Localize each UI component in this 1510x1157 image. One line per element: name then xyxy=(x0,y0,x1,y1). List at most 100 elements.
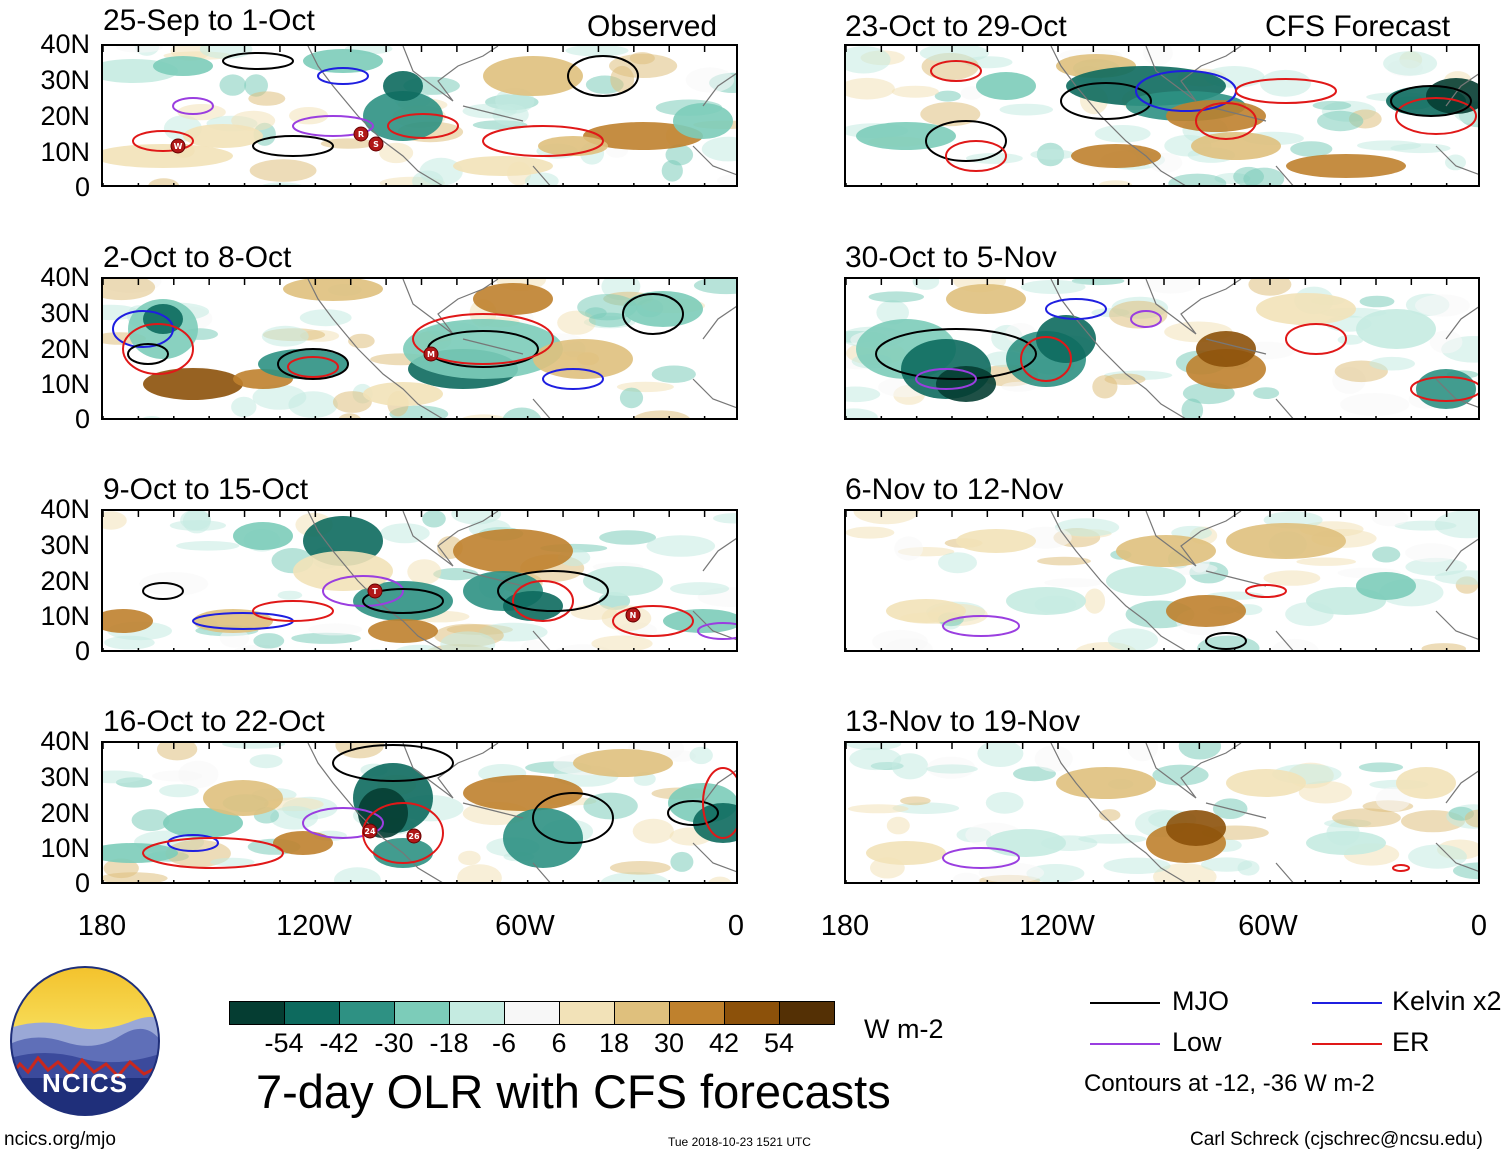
olr-anomaly-cell xyxy=(846,46,891,74)
olr-anomaly-cell xyxy=(1408,844,1467,869)
storm-marker-icon xyxy=(406,828,422,844)
contour-er xyxy=(612,605,694,637)
legend-label-er: ER xyxy=(1392,1027,1430,1057)
olr-anomaly-feature xyxy=(453,529,573,573)
olr-anomaly-feature xyxy=(583,566,663,596)
lat-label: 0 xyxy=(74,404,90,434)
lat-label: 10N xyxy=(40,137,90,167)
olr-anomaly-cell xyxy=(1044,578,1103,588)
olr-anomaly-cell xyxy=(131,809,170,832)
olr-anomaly-map xyxy=(846,511,1478,650)
olr-anomaly-cell xyxy=(334,867,381,882)
olr-anomaly-feature xyxy=(143,368,243,400)
olr-anomaly-cell xyxy=(370,649,384,650)
contour-low xyxy=(302,807,384,839)
olr-anomaly-cell xyxy=(1390,143,1451,154)
olr-anomaly-feature xyxy=(483,56,583,96)
panel-title-obs-1: 25-Sep to 1-Oct xyxy=(103,4,315,37)
colorbar-cell xyxy=(449,1001,505,1025)
olr-anomaly-feature xyxy=(383,71,423,101)
olr-anomaly-feature xyxy=(403,319,563,379)
contour-mjo xyxy=(622,293,684,335)
olr-anomaly-cell xyxy=(919,46,989,63)
panel-title-fcst-4: 13-Nov to 19-Nov xyxy=(845,705,1081,738)
olr-anomaly-cell xyxy=(291,632,361,644)
legend-contour-note: Contours at -12, -36 W m-2 xyxy=(1084,1070,1375,1097)
contour-er xyxy=(945,140,1007,172)
olr-anomaly-feature xyxy=(503,808,583,868)
olr-anomaly-cell xyxy=(1181,398,1204,418)
olr-anomaly-feature xyxy=(453,156,553,176)
contour-er xyxy=(1235,78,1337,104)
contour-legend: MJO Kelvin x2 Low ER Contours at -12, -3… xyxy=(1084,988,1510,1108)
olr-anomaly-feature xyxy=(866,841,946,865)
olr-anomaly-cell xyxy=(848,804,909,814)
olr-anomaly-feature xyxy=(203,780,283,816)
contour-low xyxy=(292,115,374,137)
olr-anomaly-cell xyxy=(262,182,302,185)
olr-anomaly-cell xyxy=(1107,628,1158,650)
olr-anomaly-cell xyxy=(646,535,716,557)
olr-anomaly-cell xyxy=(1317,110,1364,132)
olr-anomaly-feature xyxy=(103,843,178,863)
lon-label: 180 xyxy=(77,910,127,942)
legend-label-low: Low xyxy=(1172,1027,1222,1057)
olr-anomaly-cell xyxy=(1243,167,1285,185)
contour-mjo xyxy=(142,582,184,600)
storm-marker-icon xyxy=(367,583,383,599)
olr-anomaly-feature xyxy=(1226,769,1306,797)
olr-anomaly-cell xyxy=(633,410,690,418)
olr-anomaly-cell xyxy=(912,279,940,290)
olr-anomaly-cell xyxy=(1359,295,1395,308)
contour-er xyxy=(287,356,339,378)
lat-label: 20N xyxy=(40,798,90,828)
olr-anomaly-cell xyxy=(103,279,156,301)
storm-marker: 24 xyxy=(362,823,378,839)
storm-marker-label: M xyxy=(427,350,435,359)
olr-anomaly-cell xyxy=(103,511,127,530)
lon-label: 60W xyxy=(1238,910,1298,942)
lon-label: 120W xyxy=(276,910,352,942)
olr-anomaly-cell xyxy=(1152,764,1209,786)
olr-anomaly-cell xyxy=(1375,787,1411,812)
lat-label: 0 xyxy=(74,636,90,666)
olr-anomaly-cell xyxy=(876,300,909,325)
olr-anomaly-feature xyxy=(533,339,633,379)
olr-anomaly-cell xyxy=(1415,294,1470,317)
olr-anomaly-feature xyxy=(473,283,553,315)
olr-anomaly-cell xyxy=(1253,387,1280,399)
olr-anomaly-cell xyxy=(1429,330,1463,354)
olr-anomaly-feature xyxy=(1166,595,1246,627)
contour-kelvin-x- xyxy=(167,834,219,852)
colorbar-tick-label: -42 xyxy=(319,1028,359,1058)
olr-anomaly-feature xyxy=(163,808,243,838)
olr-anomaly-cell xyxy=(1290,141,1333,157)
olr-anomaly-cell xyxy=(219,628,250,648)
olr-anomaly-feature xyxy=(1356,309,1436,349)
olr-anomaly-feature xyxy=(1116,535,1216,567)
olr-anomaly-cell xyxy=(380,523,430,544)
contour-mjo xyxy=(127,343,169,365)
olr-anomaly-cell xyxy=(1109,300,1168,329)
contour-mjo xyxy=(497,570,609,612)
olr-anomaly-cell xyxy=(600,872,669,882)
olr-anomaly-feature xyxy=(583,122,703,150)
contour-mjo xyxy=(667,800,719,826)
olr-anomaly-cell xyxy=(440,631,496,650)
contour-low xyxy=(942,847,1020,869)
storm-marker: 26 xyxy=(406,828,422,844)
olr-anomaly-feature xyxy=(143,304,183,334)
panel-title-obs-3: 9-Oct to 15-Oct xyxy=(103,473,309,506)
olr-anomaly-cell xyxy=(1094,125,1151,143)
olr-anomaly-map: W RS xyxy=(103,46,736,185)
olr-anomaly-cell xyxy=(1453,862,1478,880)
olr-anomaly-map: 24 26 xyxy=(103,743,736,882)
olr-anomaly-cell xyxy=(261,325,309,347)
colorbar-cell xyxy=(669,1001,725,1025)
storm-marker-label: R xyxy=(358,130,364,139)
panel-title-fcst-1: 23-Oct to 29-Oct xyxy=(845,10,1067,43)
lat-label: 40N xyxy=(40,29,90,59)
olr-anomaly-cell xyxy=(846,526,895,539)
olr-anomaly-cell xyxy=(1201,857,1253,872)
